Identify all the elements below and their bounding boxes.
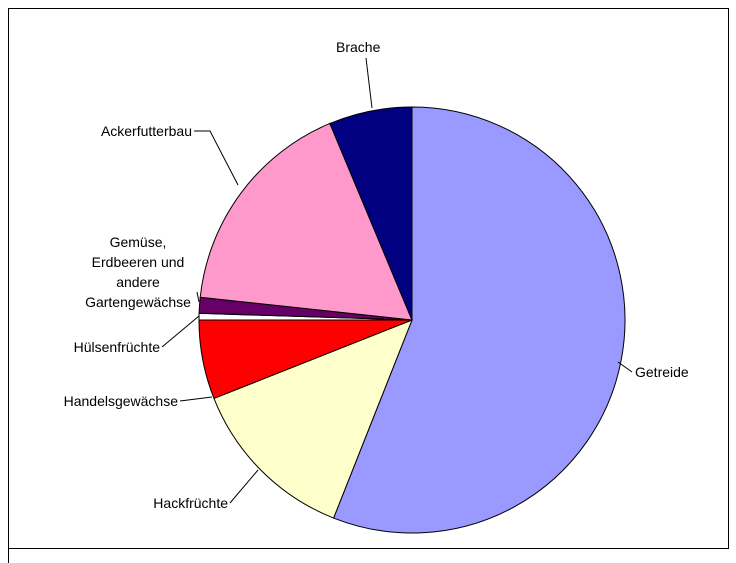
leader-line	[194, 130, 239, 186]
slice-label: Handelsgewächse	[63, 393, 178, 409]
slice-label: Ackerfutterbau	[100, 123, 192, 139]
slice-label: Gemüse, Erdbeeren und andere Gartengewäc…	[85, 234, 191, 310]
pie-slice	[329, 106, 413, 321]
leader-line	[365, 57, 373, 109]
slice-label: Brache	[336, 39, 381, 55]
leader-line	[617, 361, 633, 373]
chart-frame	[8, 8, 729, 549]
leader-line	[229, 469, 259, 504]
pie-slice	[332, 106, 626, 534]
pie-slice	[199, 122, 413, 321]
leader-line	[161, 315, 200, 348]
pie-slice	[213, 319, 413, 519]
slice-label: Hülsenfrüchte	[73, 339, 160, 355]
leader-line	[196, 291, 200, 303]
leader-line	[179, 396, 213, 402]
slice-label: Getreide	[635, 364, 689, 380]
slice-label: Hackfrüchte	[153, 495, 228, 511]
